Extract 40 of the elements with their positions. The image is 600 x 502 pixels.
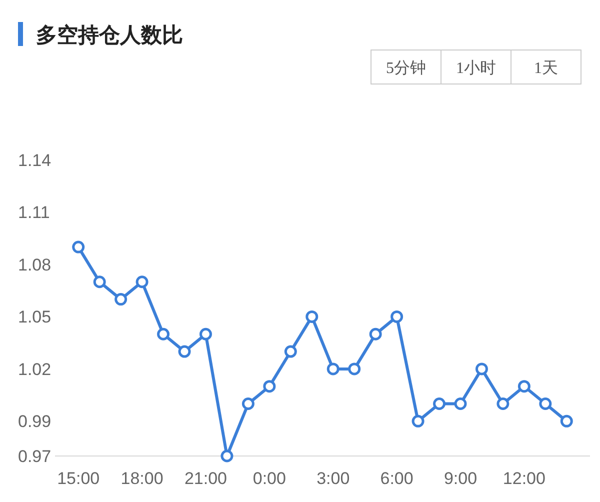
point <box>72 240 85 254</box>
y-tick-label: 1.08 <box>18 255 52 274</box>
y-tick-label: 1.14 <box>18 151 52 170</box>
point <box>348 362 361 376</box>
point <box>306 310 318 323</box>
point <box>369 328 382 340</box>
point <box>157 328 170 340</box>
x-tick-label: 9:00 <box>444 469 478 488</box>
y-tick-label: 1.05 <box>18 308 52 327</box>
point <box>136 276 148 288</box>
x-tick-label: 15:00 <box>57 469 100 488</box>
x-tick-label: 12:00 <box>502 469 546 488</box>
x-tick-label: 21:00 <box>184 469 228 488</box>
point <box>220 450 234 462</box>
chart-title: 多空持仓人数比 <box>36 23 183 47</box>
point <box>390 310 404 323</box>
point <box>114 293 128 306</box>
y-tick-label: 1.11 <box>18 203 50 222</box>
y-tick-label: 1.02 <box>18 360 52 379</box>
x-tick-label: 3:00 <box>316 469 350 488</box>
x-tick-label: 6:00 <box>380 469 414 488</box>
point <box>178 345 191 358</box>
point <box>560 414 573 428</box>
point <box>93 276 106 288</box>
point <box>518 380 530 393</box>
point <box>496 398 510 410</box>
y-tick-label: 0.99 <box>18 412 52 432</box>
x-tick-label: 0:00 <box>252 469 286 488</box>
point <box>242 398 254 410</box>
point <box>284 345 297 358</box>
point <box>326 362 340 376</box>
point <box>539 398 552 410</box>
point <box>412 414 424 428</box>
point <box>433 398 446 410</box>
point <box>475 362 488 376</box>
y-tick-label: 0.97 <box>18 447 52 466</box>
x-tick-label: 18:00 <box>120 469 164 488</box>
point <box>263 380 276 393</box>
point <box>199 328 212 340</box>
point <box>454 398 467 410</box>
